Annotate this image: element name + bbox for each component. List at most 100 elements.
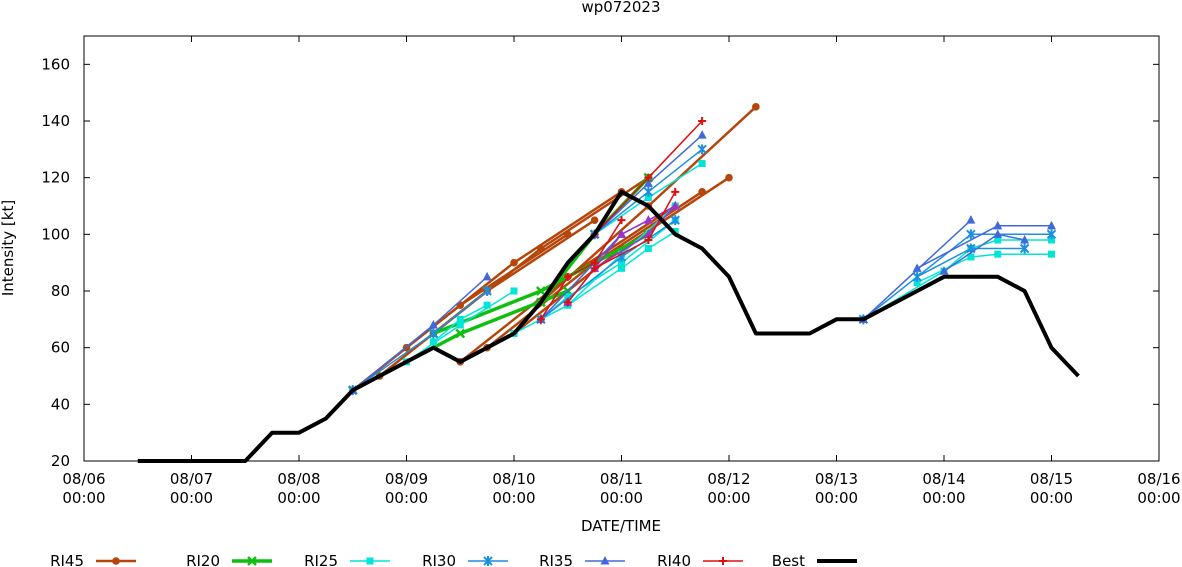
data-point <box>537 244 545 253</box>
data-point <box>670 201 680 210</box>
data-point <box>697 130 707 139</box>
series-line <box>540 219 623 320</box>
series-line <box>352 276 488 391</box>
legend-entry-best: Best <box>772 552 857 567</box>
series-line <box>863 239 1052 320</box>
series-line <box>916 225 1052 269</box>
x-tick-time: 00:00 <box>62 489 105 507</box>
legend-label: RI20 <box>186 552 220 567</box>
legend-entry-ri25: RI25 <box>304 552 390 567</box>
data-point <box>967 253 975 261</box>
data-point <box>697 144 707 155</box>
x-tick-time: 00:00 <box>170 489 213 507</box>
legend: RI45 RI20 RI25 RI30 RI35 RI40 Best <box>50 552 857 567</box>
x-tick-time: 00:00 <box>815 489 858 507</box>
data-point <box>1048 236 1055 244</box>
legend-marker <box>112 557 120 565</box>
x-tick-time: 00:00 <box>1137 489 1180 507</box>
x-tick-date: 08/08 <box>277 470 320 488</box>
legend-entry-ri35: RI35 <box>539 552 625 567</box>
series-line <box>513 230 676 335</box>
data-point <box>966 229 976 240</box>
legend-label: RI25 <box>304 552 338 567</box>
x-tick-time: 00:00 <box>277 489 320 507</box>
x-tick-time: 00:00 <box>922 489 965 507</box>
legend-marker <box>247 556 257 566</box>
y-tick-label: 20 <box>51 452 70 470</box>
series-unlabeled-7 <box>137 189 1080 463</box>
data-point <box>644 245 652 252</box>
data-point <box>643 215 653 224</box>
series-line <box>378 219 596 377</box>
y-tick-label: 60 <box>51 339 70 357</box>
x-tick-time: 00:00 <box>707 489 750 507</box>
x-tick-time: 00:00 <box>600 489 643 507</box>
data-point <box>994 236 1002 244</box>
data-point <box>725 173 733 182</box>
data-point <box>644 194 652 201</box>
legend-marker <box>483 556 493 566</box>
chart-title: wp072023 <box>581 0 660 16</box>
data-point <box>1047 220 1056 230</box>
x-tick-time: 00:00 <box>385 489 428 507</box>
x-tick-date: 08/11 <box>600 470 643 488</box>
x-tick-date: 08/09 <box>385 470 428 488</box>
data-point <box>456 315 464 323</box>
x-tick-date: 08/12 <box>707 470 750 488</box>
data-point <box>644 173 653 182</box>
x-tick-time: 00:00 <box>1030 489 1073 507</box>
legend-entry-ri30: RI30 <box>422 552 508 567</box>
data-point <box>966 215 976 224</box>
data-point <box>429 338 437 346</box>
data-point <box>993 229 1003 238</box>
data-point <box>617 229 626 238</box>
data-point <box>564 293 572 301</box>
data-point <box>563 298 572 307</box>
y-tick-label: 160 <box>41 55 70 73</box>
legend-label: Best <box>772 552 805 567</box>
legend-label: RI45 <box>50 552 84 567</box>
x-tick-time: 00:00 <box>492 489 535 507</box>
data-point <box>455 328 466 339</box>
data-point <box>698 160 706 167</box>
data-point <box>456 321 464 329</box>
x-tick-date: 08/10 <box>492 470 535 488</box>
data-point <box>1020 235 1030 244</box>
data-point <box>994 250 1002 258</box>
legend-label: RI35 <box>539 552 573 567</box>
legend-entry-ri40: RI40 <box>657 552 743 567</box>
data-point <box>510 258 518 267</box>
data-point <box>618 264 625 272</box>
x-tick-date: 08/15 <box>1030 470 1073 488</box>
legend-marker <box>719 557 727 565</box>
data-point <box>482 271 492 281</box>
data-point <box>913 279 921 286</box>
data-point <box>510 287 518 295</box>
x-axis-label: DATE/TIME <box>581 517 661 535</box>
data-point <box>617 216 626 225</box>
x-tick-date: 08/07 <box>170 470 213 488</box>
x-tick-date: 08/13 <box>815 470 858 488</box>
y-tick-label: 80 <box>51 282 70 300</box>
data-point <box>644 236 653 244</box>
data-point <box>1019 243 1030 254</box>
data-point <box>670 215 680 226</box>
series-line <box>567 191 676 303</box>
plot-area: 2040608010012014016008/0600:0008/0700:00… <box>41 35 1181 507</box>
x-tick-date: 08/16 <box>1137 470 1180 488</box>
data-point <box>671 187 680 196</box>
data-point <box>1048 250 1055 258</box>
y-tick-label: 140 <box>41 112 70 130</box>
y-tick-label: 40 <box>51 395 70 413</box>
y-tick-label: 100 <box>41 225 70 243</box>
legend-marker <box>366 557 374 565</box>
legend-entry-ri45: RI45 <box>50 552 136 567</box>
legend-label: RI40 <box>657 552 691 567</box>
data-point <box>993 220 1003 230</box>
data-point <box>698 117 707 125</box>
data-point <box>618 259 625 267</box>
data-point <box>535 286 546 296</box>
legend-label: RI30 <box>422 552 456 567</box>
legend-marker <box>600 556 610 565</box>
